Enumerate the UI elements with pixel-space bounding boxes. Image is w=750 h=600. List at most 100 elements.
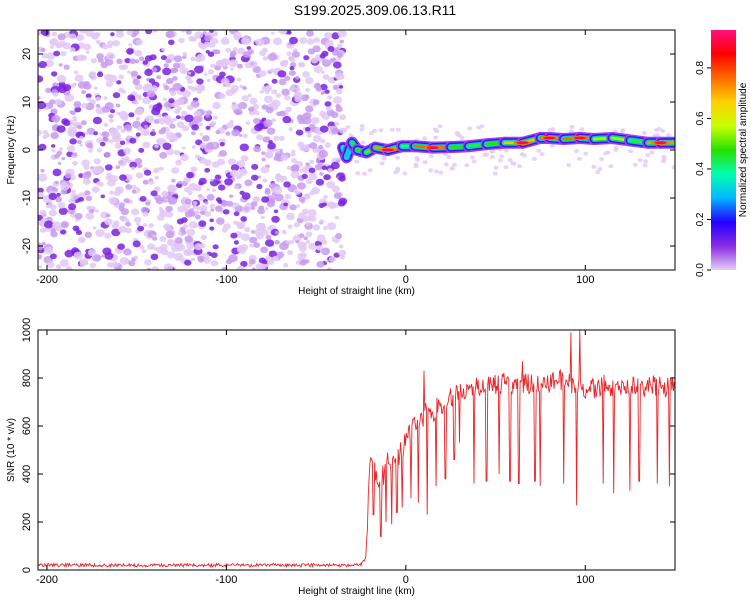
colorbar-tick-label: 0.4 [695,162,706,176]
snr-ytick-label: 1000 [21,318,33,342]
noise-speckle [102,137,109,143]
noise-speckle [134,50,143,57]
noise-speckle [608,164,614,169]
noise-speckle [51,144,56,148]
noise-speckle [273,209,279,214]
noise-speckle [503,165,509,170]
noise-speckle [186,104,194,111]
noise-speckle [288,70,296,76]
noise-speckle [103,122,109,127]
noise-speckle [262,56,268,61]
noise-speckle [335,88,343,95]
noise-speckle [68,203,77,211]
noise-speckle [147,230,157,239]
noise-speckle [76,124,83,130]
noise-speckle [46,52,56,60]
noise-speckle [100,61,109,69]
noise-speckle [220,61,225,66]
noise-speckle [287,224,293,229]
noise-speckle [48,202,53,206]
noise-speckle [209,30,214,33]
noise-speckle [131,189,137,194]
noise-speckle [162,115,172,123]
noise-speckle [291,51,300,58]
noise-speckle [237,223,245,229]
noise-speckle [102,43,109,50]
noise-speckle [134,107,144,116]
noise-speckle [240,260,248,268]
noise-speckle [129,161,138,169]
noise-speckle [83,164,90,170]
noise-speckle [95,229,105,237]
noise-speckle [52,92,59,97]
noise-speckle [105,80,114,88]
noise-speckle [72,225,80,232]
noise-speckle [163,85,170,91]
noise-speckle [311,187,320,195]
noise-speckle [137,126,143,131]
noise-speckle [227,158,237,166]
noise-speckle [80,258,89,266]
noise-speckle [200,234,207,241]
noise-speckle [183,186,191,193]
noise-speckle [172,67,179,73]
noise-speckle [289,66,295,71]
noise-speckle [185,30,192,35]
noise-speckle [333,192,342,199]
noise-speckle [256,232,265,240]
noise-speckle [176,182,183,188]
noise-speckle [81,159,90,167]
noise-speckle [147,243,155,250]
noise-speckle [299,62,306,68]
noise-speckle [154,144,159,149]
noise-speckle [91,186,100,193]
noise-speckle [205,125,211,130]
noise-speckle [336,159,341,163]
noise-speckle [244,227,251,233]
noise-speckle [237,63,243,69]
noise-speckle [49,45,54,49]
noise-speckle [566,163,572,168]
noise-speckle [306,30,314,37]
noise-speckle [249,236,258,244]
noise-speckle [118,110,128,119]
noise-speckle [236,176,241,180]
colorbar-tick-label: 0.2 [695,212,706,226]
noise-speckle [261,151,266,156]
noise-speckle [282,115,292,124]
colorbar-tick-label: 0.8 [695,61,706,75]
noise-speckle [215,217,225,225]
noise-speckle [126,135,131,139]
noise-speckle [104,252,114,260]
noise-speckle [182,90,192,98]
noise-speckle [40,30,50,36]
noise-speckle [135,132,141,137]
noise-speckle [168,39,175,46]
noise-speckle [49,38,57,45]
noise-speckle [204,201,209,205]
noise-speckle [265,207,269,211]
noise-speckle [298,196,306,203]
noise-speckle [128,112,135,118]
noise-speckle [305,240,311,244]
noise-speckle [309,142,318,150]
noise-speckle [108,118,114,123]
noise-speckle [198,220,207,227]
noise-speckle [574,149,579,153]
noise-speckle [305,231,313,237]
noise-speckle [568,129,574,134]
noise-speckle [130,166,136,171]
noise-speckle [459,135,465,140]
noise-speckle [119,174,127,181]
noise-speckle [142,141,151,149]
noise-speckle [134,83,143,91]
noise-speckle [69,138,77,145]
snr-ylabel: SNR (10 * v/v) [6,418,17,482]
noise-speckle [285,240,291,245]
noise-speckle [202,135,210,142]
noise-speckle [642,163,648,168]
noise-speckle [321,59,332,67]
noise-speckle [242,86,248,91]
noise-speckle [482,153,488,157]
ridge-core [426,146,439,150]
